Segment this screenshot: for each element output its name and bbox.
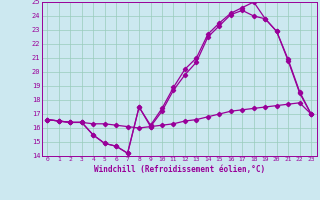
- X-axis label: Windchill (Refroidissement éolien,°C): Windchill (Refroidissement éolien,°C): [94, 165, 265, 174]
